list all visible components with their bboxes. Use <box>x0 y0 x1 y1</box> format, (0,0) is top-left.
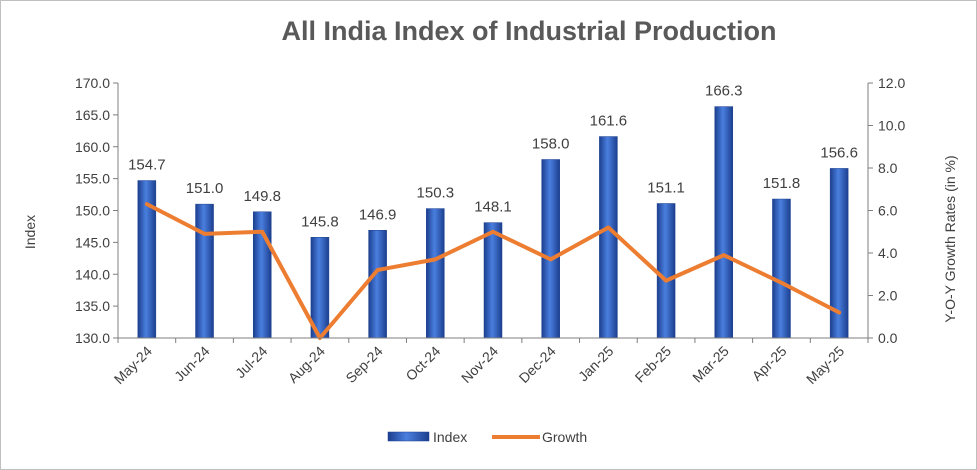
left-tick-label: 160.0 <box>75 139 110 155</box>
right-tick-label: 8.0 <box>878 160 898 176</box>
right-tick-label: 0.0 <box>878 330 898 346</box>
data-label: 149.8 <box>243 188 281 205</box>
data-label: 158.0 <box>532 136 570 153</box>
x-tick-label: Sep-24 <box>342 343 385 386</box>
x-tick-label: Jan-25 <box>575 343 617 385</box>
right-tick-label: 4.0 <box>878 245 898 261</box>
bar-sep-24 <box>368 230 387 339</box>
bar-oct-24 <box>426 208 445 339</box>
left-tick-label: 140.0 <box>75 266 110 282</box>
right-tick-label: 12.0 <box>878 75 905 91</box>
growth-point-jun-24 <box>203 232 207 236</box>
growth-point-jul-24 <box>260 230 264 234</box>
left-axis: 130.0 135.0 140.0 145.0 150.0 155.0 160.0 165.0… <box>75 75 119 346</box>
data-label: 154.7 <box>128 157 166 174</box>
growth-point-mar-25 <box>722 253 726 257</box>
y2-axis-title: Y-O-Y Growth Rates (in %) <box>942 155 958 322</box>
growth-line-series <box>144 202 842 340</box>
data-label: 146.9 <box>359 206 397 223</box>
left-tick-label: 150.0 <box>75 203 110 219</box>
data-label: 166.3 <box>705 83 743 100</box>
x-tick-label: Nov-24 <box>458 343 501 386</box>
data-labels: 154.7 151.0 149.8 145.8 146.9 150.3 148.1 158.0… <box>128 83 858 231</box>
bar-jan-25 <box>599 136 618 339</box>
x-tick-label: May-24 <box>111 343 155 387</box>
bar-series <box>137 106 849 339</box>
bar-apr-25 <box>772 198 791 339</box>
data-label: 156.6 <box>820 144 858 161</box>
y-axis-title: Index <box>22 215 38 249</box>
legend: Index Growth <box>387 429 587 445</box>
left-tick-label: 165.0 <box>75 107 110 123</box>
legend-index-label: Index <box>433 429 467 445</box>
growth-point-may-25 <box>837 311 841 314</box>
x-tick-label: Apr-25 <box>749 343 790 384</box>
right-tick-label: 2.0 <box>878 288 898 304</box>
left-tick-label: 135.0 <box>75 298 110 314</box>
bar-dec-24 <box>541 159 560 339</box>
growth-point-sep-24 <box>376 268 380 272</box>
x-tick-label: Jul-24 <box>232 343 270 381</box>
data-label: 148.1 <box>474 199 512 216</box>
x-tick-label: Aug-24 <box>285 343 328 386</box>
left-tick-label: 130.0 <box>75 330 110 346</box>
legend-index-swatch <box>387 431 430 442</box>
data-label: 151.8 <box>763 175 801 192</box>
x-tick-label: May-25 <box>803 343 847 387</box>
x-tick-label: Oct-24 <box>402 343 443 384</box>
right-axis: 0.0 2.0 4.0 6.0 8.0 10.0 12.0 <box>867 75 905 346</box>
bar-jun-24 <box>195 203 214 339</box>
right-tick-label: 10.0 <box>878 118 905 134</box>
data-label: 151.0 <box>186 180 224 197</box>
chart-title: All India Index of Industrial Production <box>281 16 776 46</box>
legend-growth-label: Growth <box>542 429 587 445</box>
left-tick-label: 170.0 <box>75 75 110 91</box>
growth-point-oct-24 <box>433 257 437 261</box>
x-tick-label: Jun-24 <box>171 343 213 385</box>
x-tick-label: Dec-24 <box>516 343 559 386</box>
data-label: 151.1 <box>647 179 685 196</box>
growth-point-jan-25 <box>606 226 610 229</box>
bar-feb-25 <box>656 203 676 339</box>
right-tick-label: 6.0 <box>878 203 898 219</box>
data-label: 150.3 <box>417 185 455 202</box>
data-label: 145.8 <box>301 213 339 230</box>
growth-point-feb-25 <box>664 279 668 283</box>
left-tick-label: 145.0 <box>75 234 110 250</box>
x-tick-label: Feb-25 <box>632 343 675 386</box>
growth-point-may-24 <box>145 202 149 206</box>
growth-point-dec-24 <box>549 257 553 261</box>
data-label: 161.6 <box>590 113 628 130</box>
x-tick-label: Mar-25 <box>689 343 732 386</box>
growth-point-apr-25 <box>779 281 783 285</box>
bar-nov-24 <box>483 222 503 339</box>
x-axis-ticks: May-24 Jun-24 Jul-24 Aug-24 Sep-24 Oct-24 Nov-… <box>111 337 869 387</box>
growth-point-nov-24 <box>491 230 495 234</box>
left-tick-label: 155.0 <box>75 171 110 187</box>
bar-mar-25 <box>714 106 734 339</box>
